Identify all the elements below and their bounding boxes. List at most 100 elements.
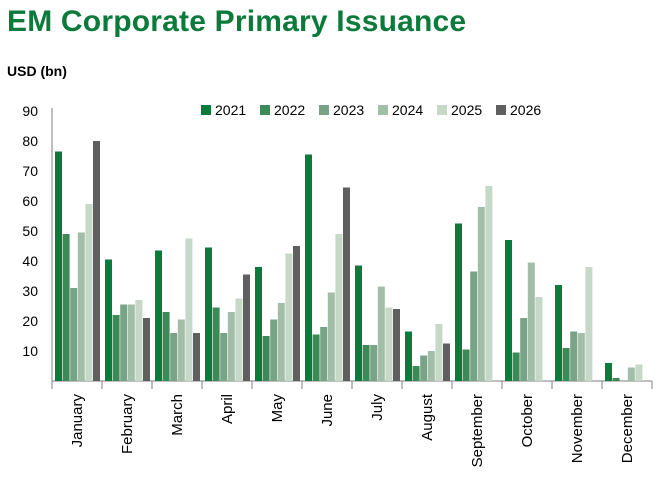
bar-december-2021: [605, 363, 612, 381]
x-category-label-december: December: [619, 394, 636, 463]
legend-label-2021: 2021: [215, 102, 246, 118]
bar-december-2022: [612, 378, 620, 381]
y-tick-label-80: 80: [22, 133, 38, 149]
legend-swatch-2024: [378, 105, 388, 115]
bar-july-2023: [370, 345, 378, 381]
x-category-label-april: April: [219, 394, 236, 424]
bar-march-2023: [170, 333, 178, 381]
bar-june-2026: [343, 187, 350, 381]
bar-april-2025: [235, 298, 243, 381]
bar-january-2026: [93, 141, 100, 381]
bar-march-2021: [155, 250, 162, 381]
legend-swatch-2022: [260, 105, 270, 115]
x-category-label-october: October: [519, 394, 536, 447]
bar-march-2022: [162, 312, 170, 381]
bar-november-2025: [585, 267, 593, 381]
bar-march-2025: [185, 238, 193, 381]
bar-january-2023: [70, 288, 78, 381]
bar-may-2026: [293, 246, 300, 381]
bar-january-2022: [62, 234, 70, 381]
legend-swatch-2023: [319, 105, 329, 115]
bar-may-2021: [255, 267, 262, 381]
bar-june-2021: [305, 154, 312, 381]
bar-june-2025: [335, 234, 343, 381]
legend-label-2024: 2024: [392, 102, 423, 118]
y-tick-label-10: 10: [22, 343, 38, 359]
y-tick-label-30: 30: [22, 283, 38, 299]
bar-february-2025: [135, 300, 143, 381]
bar-september-2022: [462, 349, 470, 381]
bar-december-2025: [635, 364, 643, 381]
x-category-label-june: June: [319, 394, 336, 427]
y-tick-label-50: 50: [22, 223, 38, 239]
bar-february-2024: [127, 304, 135, 381]
x-category-label-november: November: [569, 394, 586, 463]
x-category-label-may: May: [269, 394, 286, 423]
bar-october-2025: [535, 297, 543, 381]
bar-august-2026: [443, 343, 450, 381]
bar-august-2022: [412, 366, 420, 381]
bar-april-2021: [205, 247, 212, 381]
bar-july-2021: [355, 265, 362, 381]
bar-august-2021: [405, 331, 412, 381]
bar-february-2021: [105, 259, 112, 381]
legend-label-2022: 2022: [274, 102, 305, 118]
bar-september-2025: [485, 186, 493, 381]
bar-october-2023: [520, 318, 528, 381]
y-axis-unit-label: USD (bn): [7, 63, 67, 79]
x-category-label-march: March: [169, 394, 186, 436]
bar-may-2022: [262, 336, 270, 381]
bar-august-2024: [427, 351, 435, 381]
y-tick-label-90: 90: [22, 103, 38, 119]
bar-february-2026: [143, 318, 150, 381]
bar-may-2023: [270, 319, 278, 381]
bar-march-2024: [177, 319, 185, 381]
bar-june-2022: [312, 334, 320, 381]
legend-label-2023: 2023: [333, 102, 364, 118]
legend-swatch-2026: [496, 105, 506, 115]
bar-april-2022: [212, 307, 220, 381]
x-category-label-february: February: [119, 394, 136, 455]
bar-may-2025: [285, 253, 293, 381]
bar-april-2023: [220, 333, 228, 381]
bar-july-2026: [393, 309, 400, 381]
y-tick-label-20: 20: [22, 313, 38, 329]
bar-august-2023: [420, 355, 428, 381]
bar-april-2024: [227, 312, 235, 381]
y-tick-label-40: 40: [22, 253, 38, 269]
bar-november-2023: [570, 331, 578, 381]
legend-label-2025: 2025: [451, 102, 482, 118]
bar-october-2021: [505, 240, 512, 381]
bar-march-2026: [193, 333, 200, 381]
bar-january-2025: [85, 204, 93, 381]
legend-swatch-2025: [437, 105, 447, 115]
bar-february-2022: [112, 315, 120, 381]
bar-september-2023: [470, 271, 478, 381]
x-category-label-august: August: [419, 393, 436, 441]
x-category-label-july: July: [369, 394, 386, 421]
chart-title: EM Corporate Primary Issuance: [7, 5, 467, 38]
bar-december-2024: [627, 367, 635, 381]
bar-october-2024: [527, 262, 535, 381]
bar-october-2022: [512, 352, 520, 381]
bar-april-2026: [243, 274, 250, 381]
bar-november-2021: [555, 285, 562, 381]
x-category-label-september: September: [469, 394, 486, 467]
bar-november-2024: [577, 333, 585, 381]
y-tick-label-60: 60: [22, 193, 38, 209]
bar-july-2024: [377, 286, 385, 381]
bar-september-2024: [477, 207, 485, 381]
bar-june-2024: [327, 292, 335, 381]
bar-june-2023: [320, 327, 328, 381]
bar-january-2021: [55, 151, 62, 381]
y-tick-label-70: 70: [22, 163, 38, 179]
legend-swatch-2021: [201, 105, 211, 115]
x-category-label-january: January: [69, 394, 86, 448]
bar-may-2024: [277, 303, 285, 381]
bar-january-2024: [77, 232, 85, 381]
bar-september-2021: [455, 223, 462, 381]
bar-august-2025: [435, 324, 443, 381]
bar-february-2023: [120, 304, 128, 381]
bar-november-2022: [562, 348, 570, 381]
